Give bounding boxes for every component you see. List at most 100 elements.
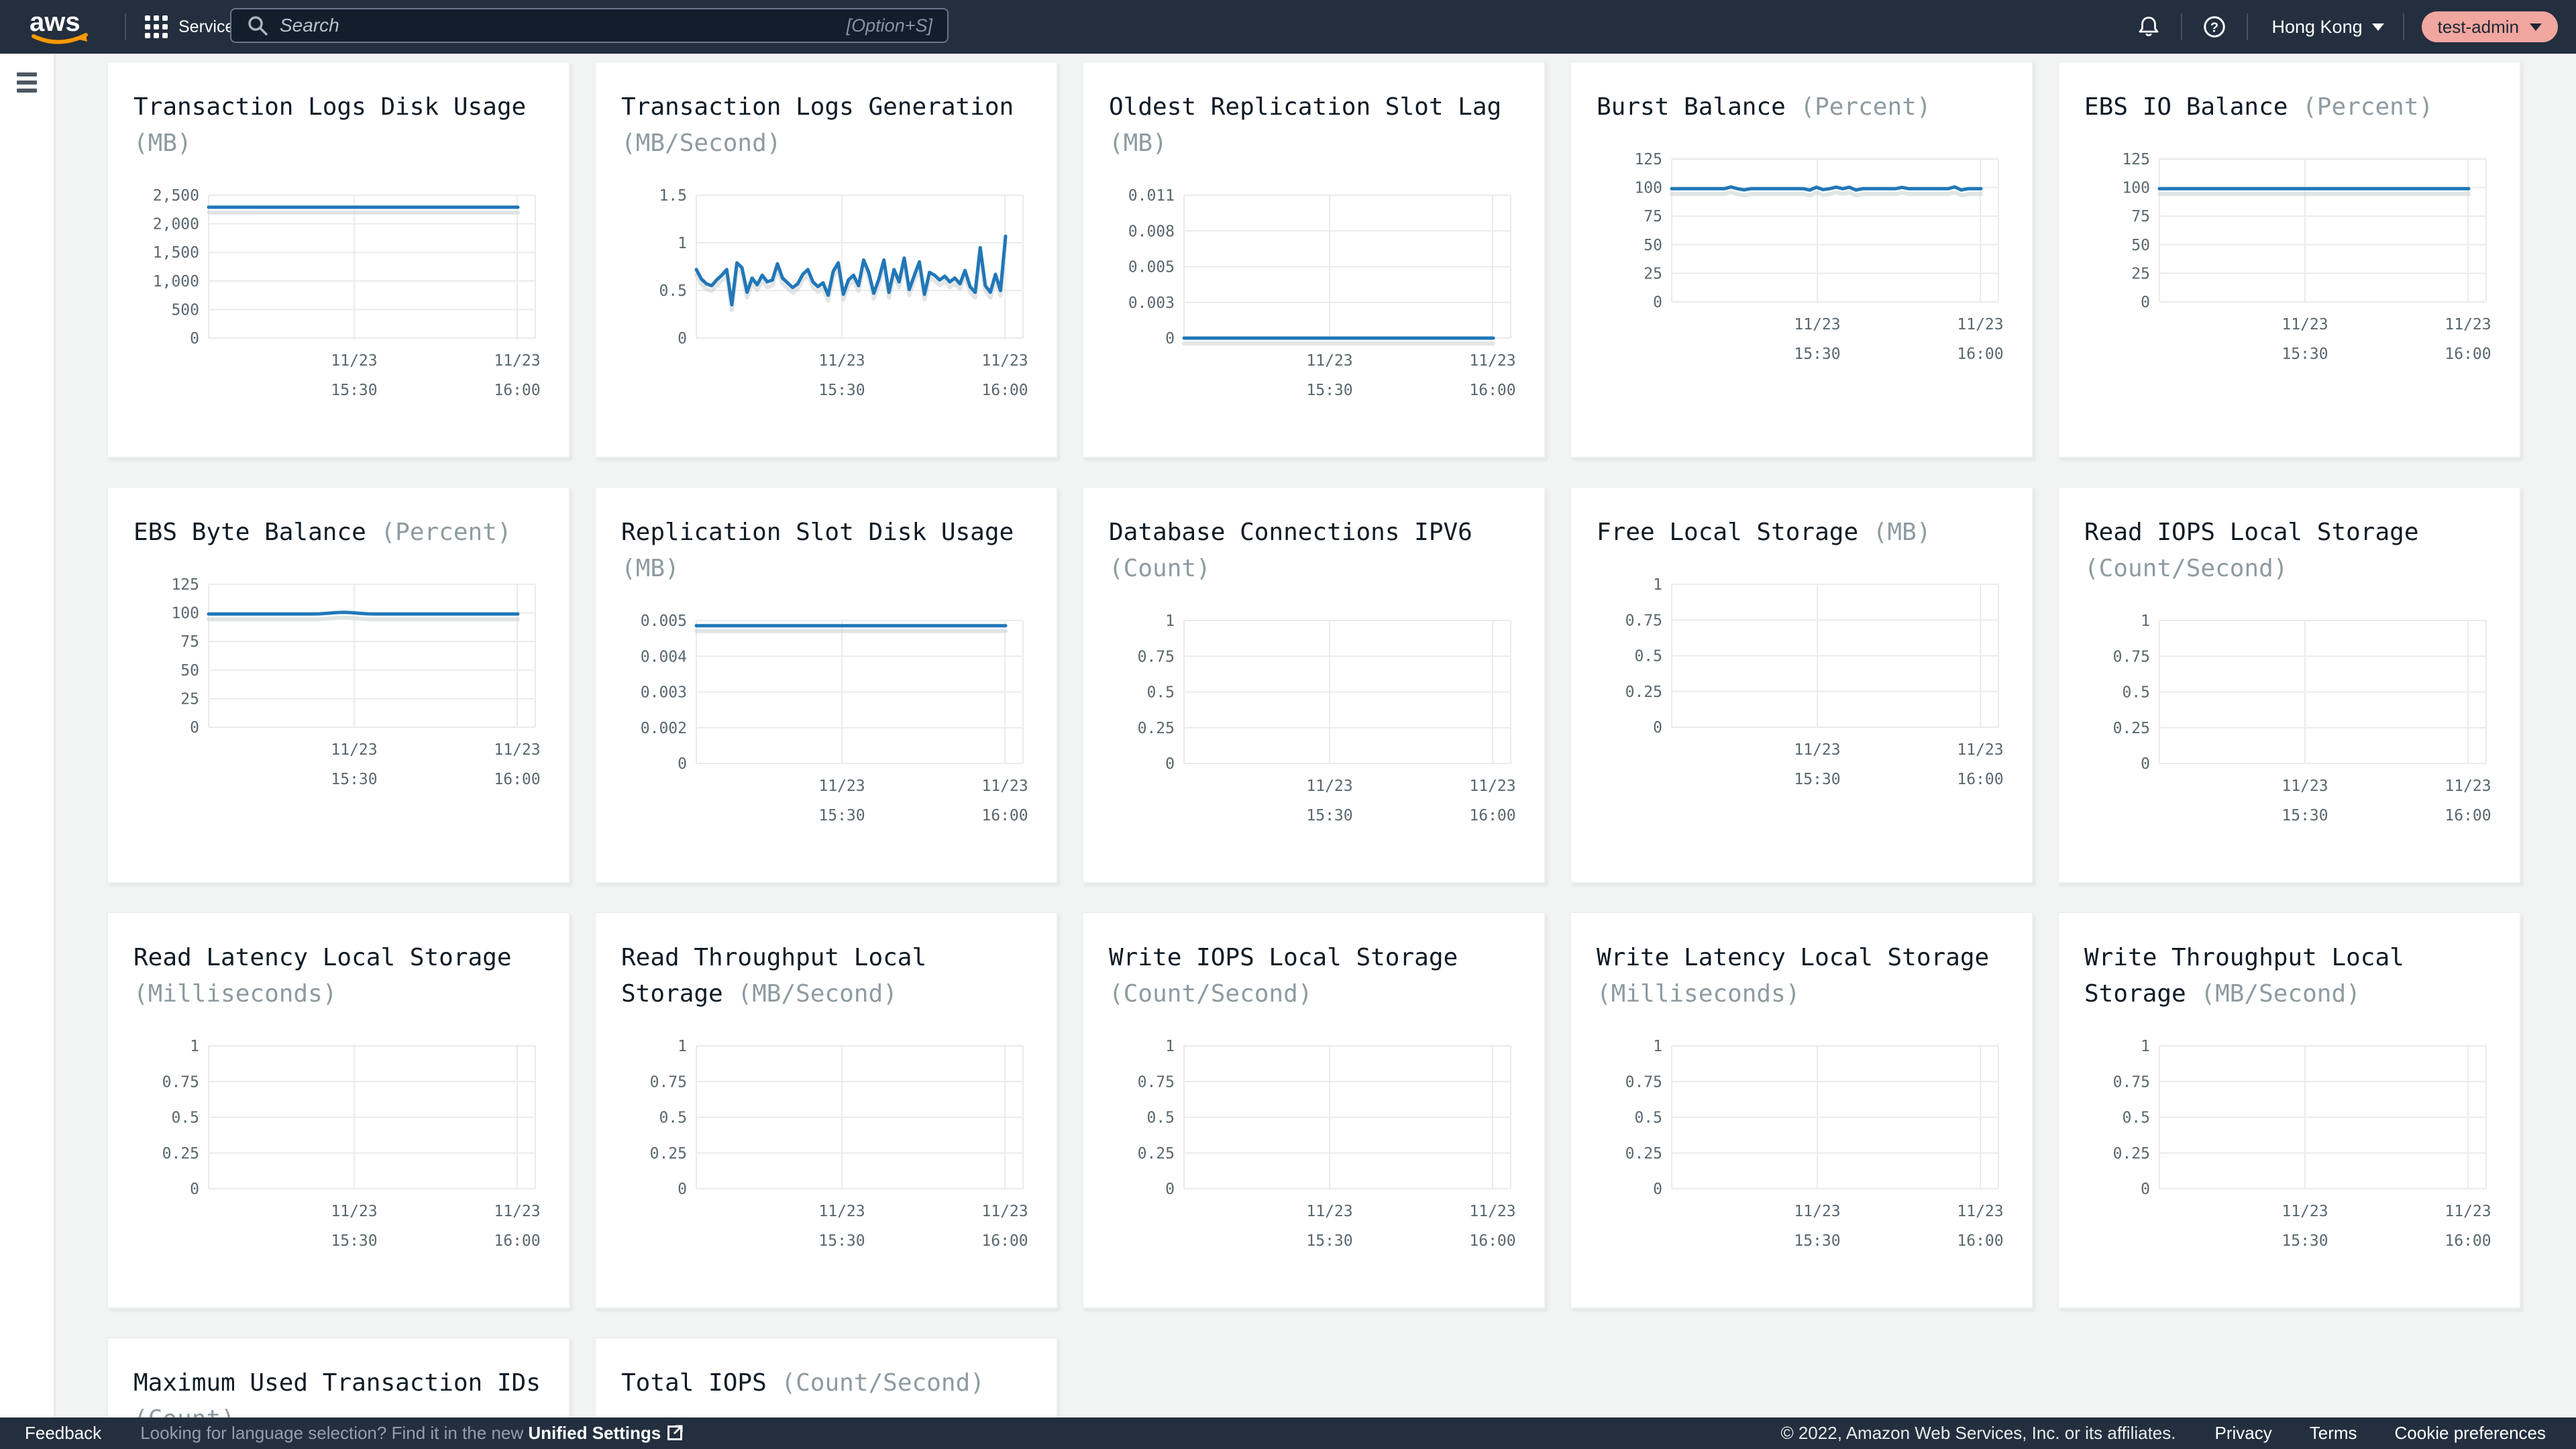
svg-text:0: 0 bbox=[190, 719, 199, 737]
svg-text:75: 75 bbox=[2131, 208, 2150, 225]
cookie-preferences-link[interactable]: Cookie preferences bbox=[2394, 1423, 2546, 1443]
svg-text:11/23: 11/23 bbox=[1794, 316, 1840, 333]
metric-title-block: Maximum Used Transaction IDs (Count) bbox=[133, 1365, 551, 1417]
svg-text:11/23: 11/23 bbox=[1469, 1203, 1515, 1220]
svg-text:16:00: 16:00 bbox=[1469, 382, 1515, 399]
metric-title-block: Write Throughput Local Storage (MB/Secon… bbox=[2084, 940, 2502, 1012]
metric-card[interactable]: Read Latency Local Storage (Milliseconds… bbox=[107, 912, 570, 1309]
svg-text:11/23: 11/23 bbox=[1794, 741, 1840, 759]
svg-text:0: 0 bbox=[678, 755, 687, 773]
svg-text:15:30: 15:30 bbox=[331, 771, 377, 788]
metric-chart[interactable]: 1 0.75 0.5 0.25 0 11/23 15:30 11/23 16:00 bbox=[1571, 572, 2032, 804]
metric-title-block: Transaction Logs Generation (MB/Second) bbox=[621, 89, 1039, 162]
aws-logo[interactable]: aws bbox=[24, 5, 106, 48]
metric-title-block: Read Throughput Local Storage (MB/Second… bbox=[621, 940, 1039, 1012]
nav-divider bbox=[125, 13, 126, 40]
metric-card[interactable]: Maximum Used Transaction IDs (Count) bbox=[107, 1337, 570, 1417]
svg-text:0.005: 0.005 bbox=[641, 612, 687, 630]
metric-chart[interactable]: 125 100 75 50 25 0 11/23 15:30 11/23 16:00 bbox=[2059, 147, 2520, 378]
svg-text:50: 50 bbox=[180, 662, 199, 680]
svg-text:1: 1 bbox=[2141, 612, 2150, 630]
metric-card[interactable]: EBS IO Balance (Percent) 125 100 75 50 25 0 11/… bbox=[2057, 61, 2521, 458]
svg-text:0.008: 0.008 bbox=[1128, 223, 1175, 240]
metric-card[interactable]: Total IOPS (Count/Second) bbox=[594, 1337, 1058, 1417]
metric-card[interactable]: Transaction Logs Disk Usage (MB) 2,500 2,0… bbox=[107, 61, 570, 458]
svg-text:0.75: 0.75 bbox=[1625, 1073, 1662, 1091]
unified-settings-link[interactable]: Unified Settings bbox=[528, 1423, 661, 1443]
svg-text:0.25: 0.25 bbox=[2113, 1145, 2150, 1163]
svg-text:0.25: 0.25 bbox=[2113, 720, 2150, 737]
search-input[interactable]: Search [Option+S] bbox=[230, 8, 949, 43]
svg-text:11/23: 11/23 bbox=[331, 1203, 377, 1220]
metric-chart[interactable]: 1.5 1 0.5 0 11/23 15:30 11/23 16:00 bbox=[596, 183, 1057, 415]
svg-text:aws: aws bbox=[30, 7, 80, 37]
svg-text:16:00: 16:00 bbox=[981, 1232, 1028, 1250]
svg-text:0.5: 0.5 bbox=[659, 282, 687, 300]
terms-link[interactable]: Terms bbox=[2309, 1423, 2357, 1443]
metric-card[interactable]: Database Connections IPV6 (Count) 1 0.75 0.… bbox=[1082, 486, 1546, 883]
svg-text:1: 1 bbox=[678, 235, 687, 252]
help-button[interactable]: ? bbox=[2200, 12, 2229, 42]
svg-text:11/23: 11/23 bbox=[494, 1203, 540, 1220]
notifications-button[interactable] bbox=[2134, 12, 2163, 42]
metric-chart[interactable]: 1 0.75 0.5 0.25 0 11/23 15:30 11/23 16:00 bbox=[108, 1034, 569, 1265]
svg-text:16:00: 16:00 bbox=[494, 1232, 540, 1250]
metric-card[interactable]: Transaction Logs Generation (MB/Second) 1… bbox=[594, 61, 1058, 458]
metric-chart[interactable]: 1 0.75 0.5 0.25 0 11/23 15:30 11/23 16:00 bbox=[1083, 1034, 1544, 1265]
metric-unit: (Milliseconds) bbox=[133, 980, 337, 1008]
metric-chart[interactable]: 1 0.75 0.5 0.25 0 11/23 15:30 11/23 16:00 bbox=[1083, 608, 1544, 840]
metric-chart[interactable]: 0.011 0.008 0.005 0.003 0 11/23 15:30 11/23 16:0… bbox=[1083, 183, 1544, 415]
metric-title-block: Replication Slot Disk Usage (MB) bbox=[621, 515, 1039, 587]
svg-text:16:00: 16:00 bbox=[1957, 1232, 2003, 1250]
hamburger-menu-icon[interactable] bbox=[17, 72, 37, 97]
metric-chart[interactable]: 125 100 75 50 25 0 11/23 15:30 11/23 16:00 bbox=[108, 572, 569, 804]
svg-text:15:30: 15:30 bbox=[331, 1232, 377, 1250]
metric-chart[interactable]: 2,500 2,000 1,500 1,000 500 0 11/23 15:30 11/23 1… bbox=[108, 183, 569, 415]
svg-text:0: 0 bbox=[1165, 330, 1175, 347]
metric-unit: (Percent) bbox=[2288, 93, 2434, 121]
svg-text:11/23: 11/23 bbox=[2282, 1203, 2328, 1220]
svg-text:2,500: 2,500 bbox=[153, 187, 199, 205]
metric-card[interactable]: Read IOPS Local Storage (Count/Second) 1 0… bbox=[2057, 486, 2521, 883]
svg-text:15:30: 15:30 bbox=[818, 382, 865, 399]
svg-text:15:30: 15:30 bbox=[1794, 1232, 1840, 1250]
metric-unit: (MB) bbox=[1109, 129, 1167, 157]
metric-chart[interactable]: 1 0.75 0.5 0.25 0 11/23 15:30 11/23 16:00 bbox=[2059, 608, 2520, 840]
region-selector[interactable]: Hong Kong bbox=[2272, 17, 2384, 38]
svg-text:0.5: 0.5 bbox=[1634, 1110, 1662, 1127]
metric-card[interactable]: Write Throughput Local Storage (MB/Secon… bbox=[2057, 912, 2521, 1309]
metric-chart[interactable]: 1 0.75 0.5 0.25 0 11/23 15:30 11/23 16:00 bbox=[2059, 1034, 2520, 1265]
language-hint-text: Looking for language selection? Find it … bbox=[140, 1423, 529, 1443]
metric-chart[interactable]: 1 0.75 0.5 0.25 0 11/23 15:30 11/23 16:00 bbox=[596, 1034, 1057, 1265]
svg-text:100: 100 bbox=[2122, 180, 2150, 197]
svg-text:125: 125 bbox=[2122, 151, 2150, 168]
metric-unit: (MB) bbox=[621, 555, 680, 582]
metric-card[interactable]: Replication Slot Disk Usage (MB) 0.005 0.0… bbox=[594, 486, 1058, 883]
metric-chart[interactable]: 125 100 75 50 25 0 11/23 15:30 11/23 16:00 bbox=[1571, 147, 2032, 378]
svg-text:0.25: 0.25 bbox=[650, 1145, 687, 1163]
svg-text:15:30: 15:30 bbox=[1306, 1232, 1352, 1250]
services-button[interactable]: Services bbox=[145, 15, 243, 38]
search-shortcut: [Option+S] bbox=[846, 15, 932, 36]
svg-text:16:00: 16:00 bbox=[1469, 1232, 1515, 1250]
metric-card[interactable]: Write Latency Local Storage (Millisecond… bbox=[1570, 912, 2033, 1309]
svg-text:0.011: 0.011 bbox=[1128, 187, 1175, 205]
feedback-link[interactable]: Feedback bbox=[25, 1423, 102, 1443]
svg-text:11/23: 11/23 bbox=[2282, 777, 2328, 795]
metric-chart[interactable]: 0.005 0.004 0.003 0.002 0 11/23 15:30 11/23 16:0… bbox=[596, 608, 1057, 840]
user-menu[interactable]: test-admin bbox=[2421, 11, 2558, 42]
metric-card[interactable]: Read Throughput Local Storage (MB/Second… bbox=[594, 912, 1058, 1309]
svg-text:15:30: 15:30 bbox=[2282, 1232, 2328, 1250]
metric-card[interactable]: Free Local Storage (MB) 1 0.75 0.5 0.25 0 11/2… bbox=[1570, 486, 2033, 883]
metric-card[interactable]: Oldest Replication Slot Lag (MB) 0.011 0.0… bbox=[1082, 61, 1546, 458]
svg-text:15:30: 15:30 bbox=[1794, 345, 1840, 363]
privacy-link[interactable]: Privacy bbox=[2214, 1423, 2272, 1443]
metric-chart[interactable]: 1 0.75 0.5 0.25 0 11/23 15:30 11/23 16:00 bbox=[1571, 1034, 2032, 1265]
metric-card[interactable]: EBS Byte Balance (Percent) 125 100 75 50 25 0 1… bbox=[107, 486, 570, 883]
metric-card[interactable]: Burst Balance (Percent) 125 100 75 50 25 0 11/2… bbox=[1570, 61, 2033, 458]
metric-title: Total IOPS bbox=[621, 1369, 767, 1397]
region-label: Hong Kong bbox=[2271, 16, 2363, 37]
svg-text:0: 0 bbox=[678, 330, 687, 347]
svg-text:15:30: 15:30 bbox=[2282, 807, 2328, 824]
metric-card[interactable]: Write IOPS Local Storage (Count/Second) 1… bbox=[1082, 912, 1546, 1309]
